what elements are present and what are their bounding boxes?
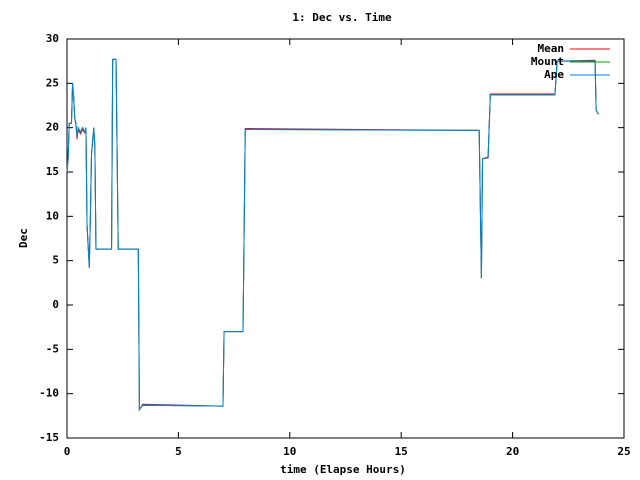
legend-label: Mean — [538, 42, 565, 55]
legend-label: Ape — [544, 68, 564, 81]
y-tick-label: -15 — [39, 431, 59, 444]
y-tick-label: 25 — [46, 76, 59, 89]
y-tick-label: -5 — [46, 342, 59, 355]
x-tick-label: 0 — [64, 445, 71, 458]
y-tick-label: 0 — [52, 298, 59, 311]
x-axis-label: time (Elapse Hours) — [280, 463, 406, 476]
x-tick-label: 20 — [506, 445, 519, 458]
y-tick-label: 20 — [46, 121, 59, 134]
x-tick-label: 15 — [395, 445, 408, 458]
x-tick-label: 5 — [175, 445, 182, 458]
y-axis-label: Dec — [17, 228, 30, 248]
y-tick-label: 30 — [46, 32, 59, 45]
legend-label: Mount — [531, 55, 564, 68]
y-tick-label: 15 — [46, 165, 59, 178]
y-tick-label: -10 — [39, 387, 59, 400]
series-line — [66, 58, 599, 412]
x-tick-label: 25 — [617, 445, 630, 458]
chart-title: 1: Dec vs. Time — [292, 11, 392, 24]
series-line — [66, 58, 599, 412]
plot-frame — [66, 38, 625, 439]
x-tick-label: 10 — [283, 445, 296, 458]
y-tick-label: 10 — [46, 209, 59, 222]
series-line — [66, 58, 599, 412]
y-tick-label: 5 — [52, 254, 59, 267]
